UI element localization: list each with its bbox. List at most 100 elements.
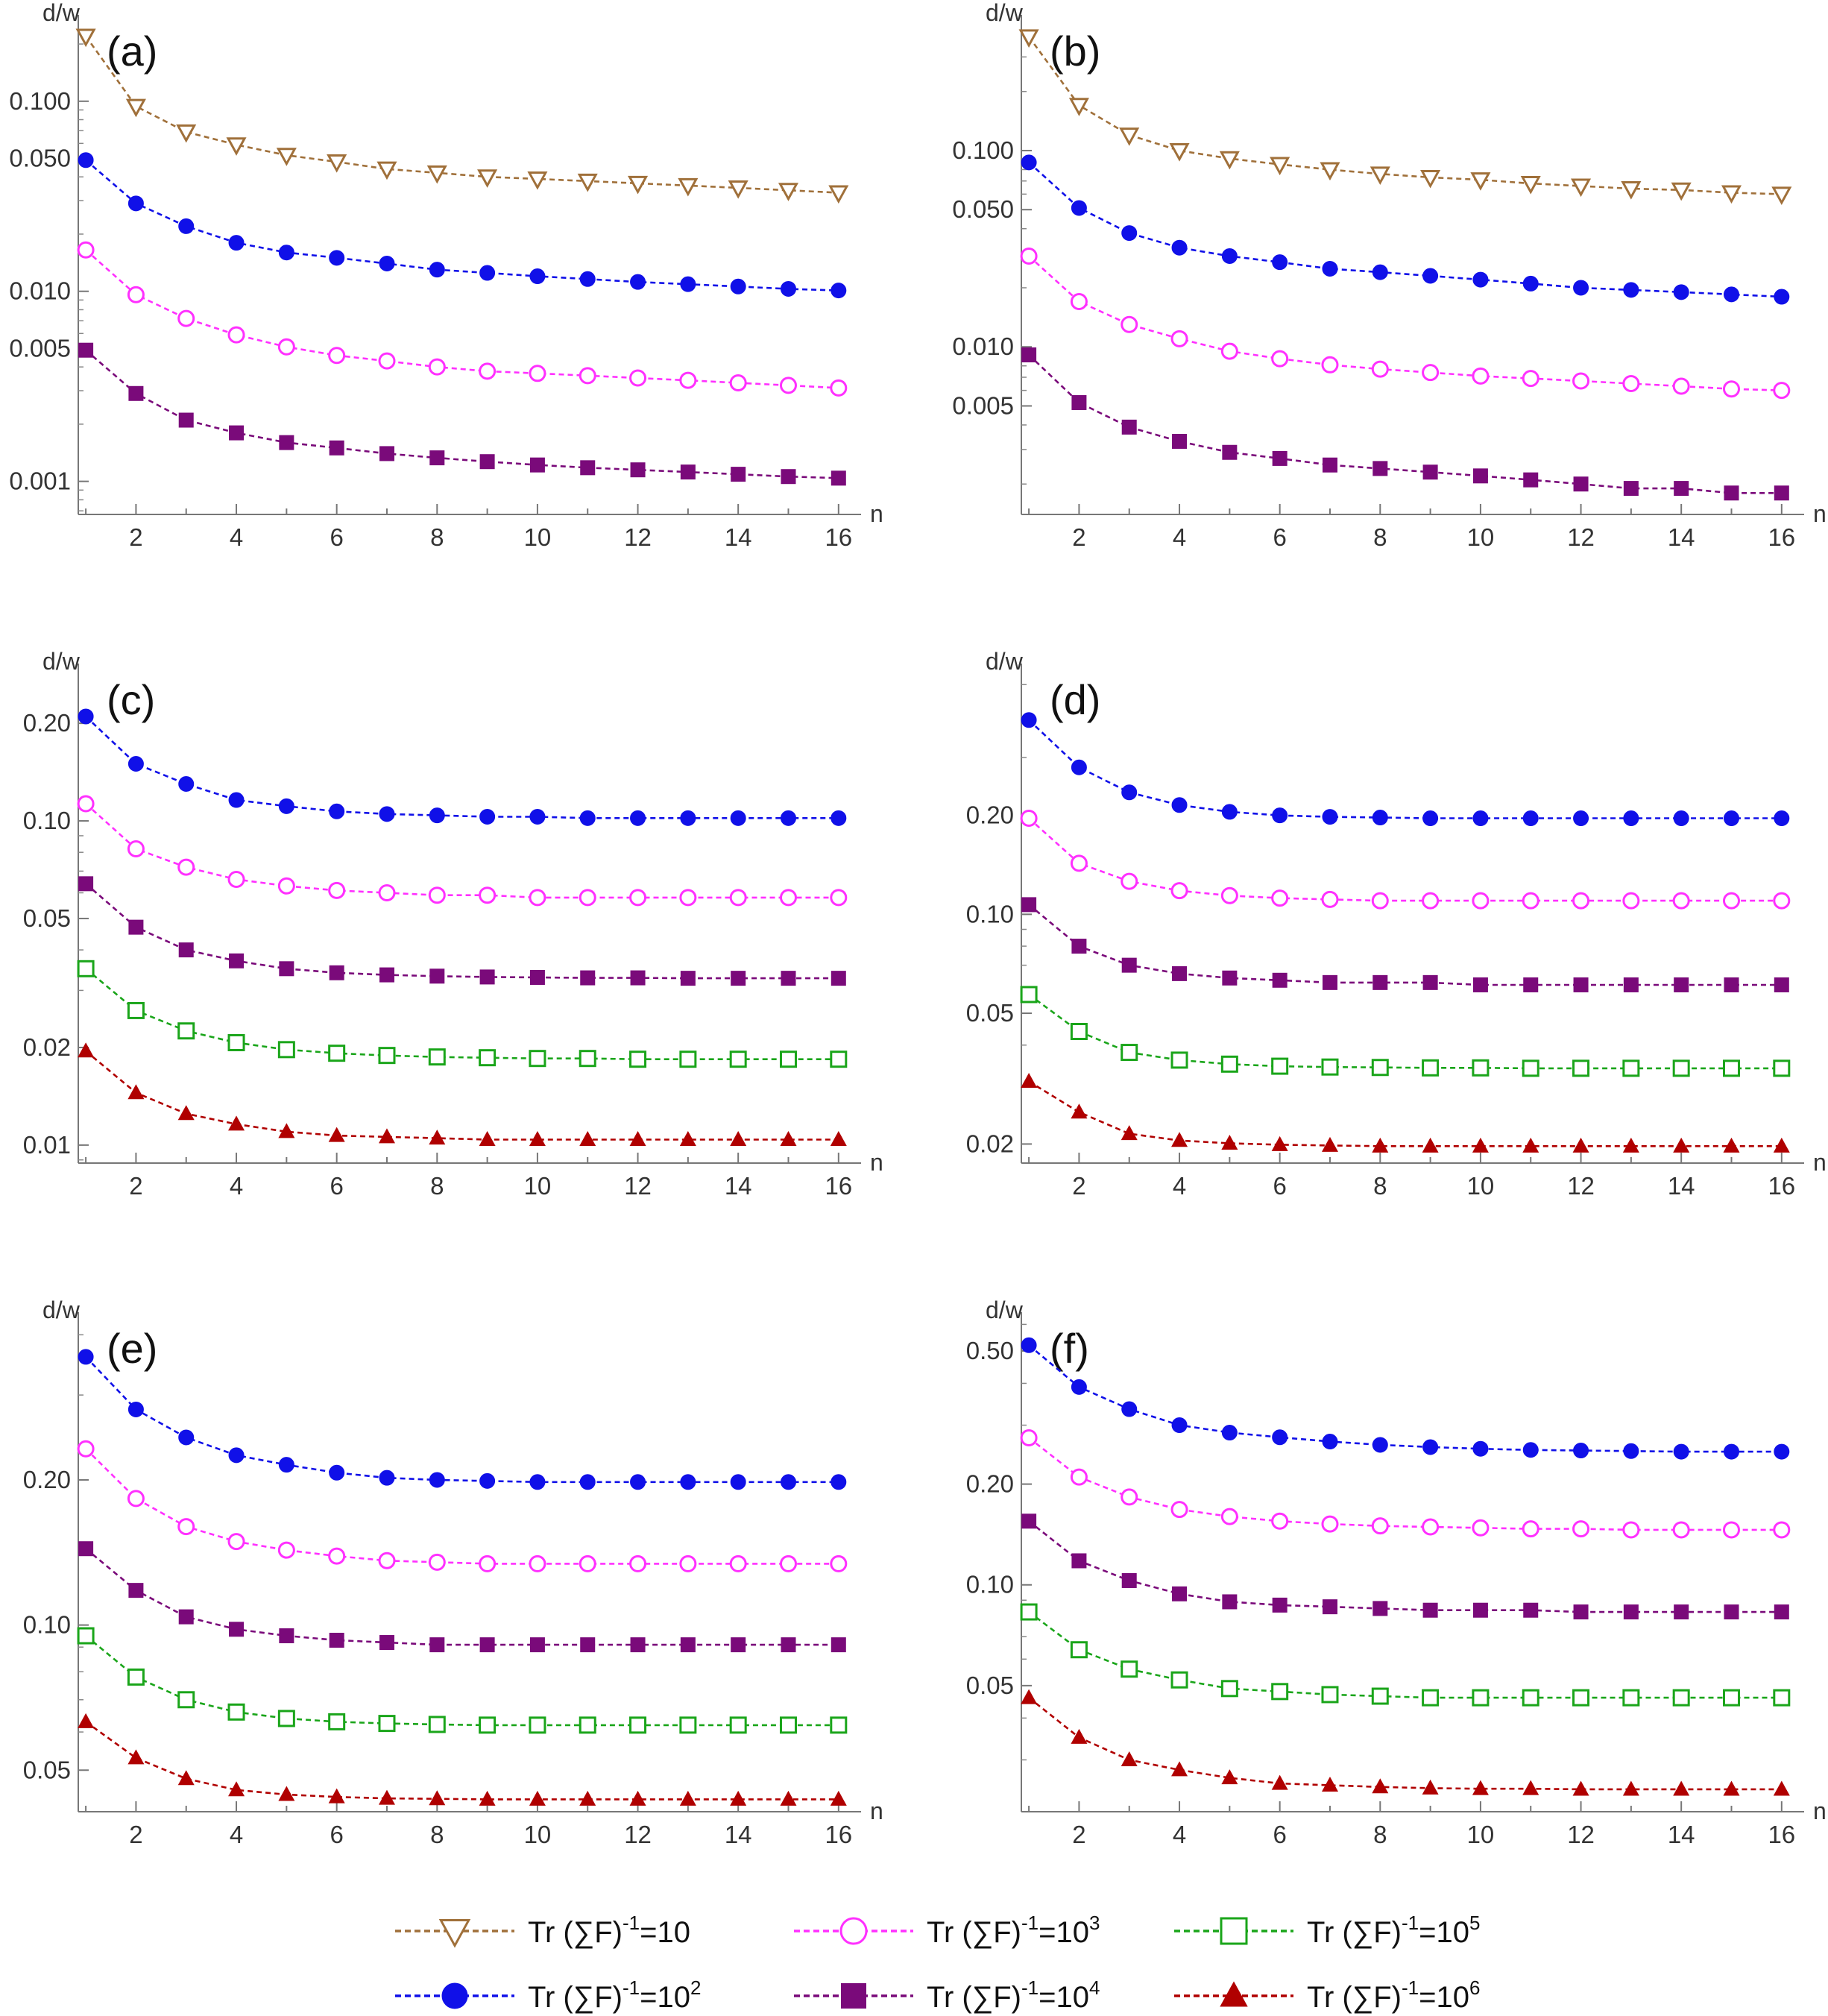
series-line bbox=[1028, 255, 1782, 391]
y-tick-label: 0.100 bbox=[952, 136, 1014, 164]
data-point bbox=[1121, 1572, 1137, 1588]
series-tr-f-10- bbox=[1021, 712, 1790, 827]
data-point bbox=[679, 1716, 697, 1734]
data-point bbox=[1774, 289, 1790, 305]
data-point bbox=[1773, 1137, 1790, 1153]
data-point bbox=[828, 185, 849, 204]
data-point bbox=[1121, 784, 1138, 801]
data-point bbox=[1171, 1761, 1188, 1777]
data-point bbox=[780, 1130, 797, 1146]
data-point bbox=[1322, 1599, 1337, 1615]
data-point bbox=[328, 1127, 345, 1142]
data-point bbox=[1170, 1051, 1188, 1069]
series-tr-f-10- bbox=[1020, 986, 1791, 1077]
data-point bbox=[1623, 1604, 1639, 1620]
data-point bbox=[479, 1554, 497, 1572]
data-point bbox=[830, 1050, 848, 1068]
series-line bbox=[1028, 1080, 1782, 1147]
data-point bbox=[1472, 1780, 1489, 1795]
legend-item: Tr (∑F)-1=106 bbox=[1174, 1976, 1480, 2014]
data-point bbox=[579, 1050, 596, 1068]
data-point bbox=[78, 876, 94, 892]
data-point bbox=[730, 1474, 746, 1490]
data-point bbox=[177, 1022, 195, 1040]
y-tick-label: 0.10 bbox=[966, 900, 1014, 927]
y-axis-label: d/w bbox=[986, 1297, 1024, 1323]
data-point bbox=[529, 1474, 546, 1490]
data-point bbox=[1773, 1059, 1791, 1077]
data-point bbox=[1573, 810, 1589, 827]
y-tick-label: 0.05 bbox=[966, 1672, 1014, 1699]
data-point bbox=[1522, 892, 1539, 910]
legend: Tr (∑F)-1=10 Tr (∑F)-1=102 Tr (∑F)-1=103 Tr… bbox=[395, 1912, 1480, 2014]
data-point bbox=[277, 1041, 295, 1059]
x-tick-label: 4 bbox=[1173, 1172, 1186, 1200]
series-tr-f-10- bbox=[78, 1541, 846, 1653]
data-point bbox=[1472, 1689, 1490, 1707]
x-tick-label: 10 bbox=[524, 523, 552, 551]
data-point bbox=[1271, 1135, 1288, 1151]
data-point bbox=[579, 271, 596, 287]
x-tick-label: 12 bbox=[624, 523, 652, 551]
data-point bbox=[1021, 897, 1037, 913]
data-point bbox=[1671, 182, 1692, 201]
legend-label: Tr (∑F)-1=104 bbox=[927, 1976, 1100, 2014]
x-tick-label: 12 bbox=[624, 1821, 652, 1848]
data-point bbox=[1623, 977, 1639, 992]
data-point bbox=[1271, 1683, 1289, 1701]
data-point bbox=[1472, 1602, 1488, 1618]
data-point bbox=[1622, 1059, 1640, 1077]
data-point bbox=[127, 286, 145, 303]
data-point bbox=[1724, 1604, 1739, 1620]
data-point bbox=[1422, 1779, 1439, 1795]
data-point bbox=[278, 798, 294, 814]
x-tick-label: 4 bbox=[1173, 523, 1186, 551]
data-point bbox=[279, 435, 294, 450]
x-tick-label: 6 bbox=[1273, 523, 1286, 551]
data-point bbox=[1724, 977, 1739, 992]
panel-c: 2 4 6 8 10 12 14 16 0.01 0.02 0.05 0.10 0.20 d/w n (c) bbox=[23, 648, 883, 1200]
data-point bbox=[1673, 1443, 1689, 1460]
data-point bbox=[429, 262, 445, 278]
y-tick-label: 0.20 bbox=[966, 801, 1014, 829]
y-tick-label: 0.20 bbox=[23, 709, 71, 737]
legend-item: Tr (∑F)-1=103 bbox=[794, 1912, 1100, 1949]
data-point bbox=[629, 1790, 646, 1806]
data-point bbox=[379, 967, 394, 983]
x-tick-label: 14 bbox=[1668, 1821, 1695, 1848]
data-point bbox=[1672, 892, 1690, 910]
data-point bbox=[1220, 1680, 1238, 1698]
data-point bbox=[1171, 797, 1188, 813]
data-point bbox=[1723, 1443, 1739, 1460]
data-point bbox=[177, 1105, 195, 1121]
series-line bbox=[85, 1448, 839, 1565]
data-point bbox=[378, 352, 396, 370]
data-point bbox=[1422, 892, 1440, 910]
legend-marker-icon bbox=[438, 1919, 471, 1948]
series-line bbox=[1028, 904, 1782, 986]
y-tick-label: 0.010 bbox=[952, 333, 1014, 360]
data-point bbox=[328, 1547, 346, 1565]
x-tick-label: 10 bbox=[1467, 523, 1495, 551]
data-point bbox=[630, 274, 646, 290]
data-point bbox=[1020, 986, 1038, 1004]
legend-marker-icon bbox=[441, 1982, 468, 2009]
data-point bbox=[1774, 810, 1790, 827]
series-tr-f-10- bbox=[1020, 1603, 1791, 1707]
data-point bbox=[679, 1050, 697, 1068]
data-point bbox=[1021, 1073, 1038, 1089]
data-point bbox=[1472, 1137, 1489, 1153]
data-point bbox=[228, 792, 245, 808]
data-point bbox=[1522, 1520, 1539, 1538]
data-point bbox=[226, 137, 247, 156]
data-point bbox=[679, 1130, 696, 1146]
data-point bbox=[630, 1474, 646, 1490]
data-point bbox=[178, 776, 195, 793]
data-point bbox=[1674, 977, 1689, 992]
data-point bbox=[1172, 966, 1188, 981]
series-line bbox=[1028, 993, 1782, 1070]
data-point bbox=[1522, 810, 1539, 827]
series-tr-f-10- bbox=[1020, 247, 1791, 400]
data-point bbox=[830, 1130, 847, 1146]
data-point bbox=[529, 1716, 546, 1734]
